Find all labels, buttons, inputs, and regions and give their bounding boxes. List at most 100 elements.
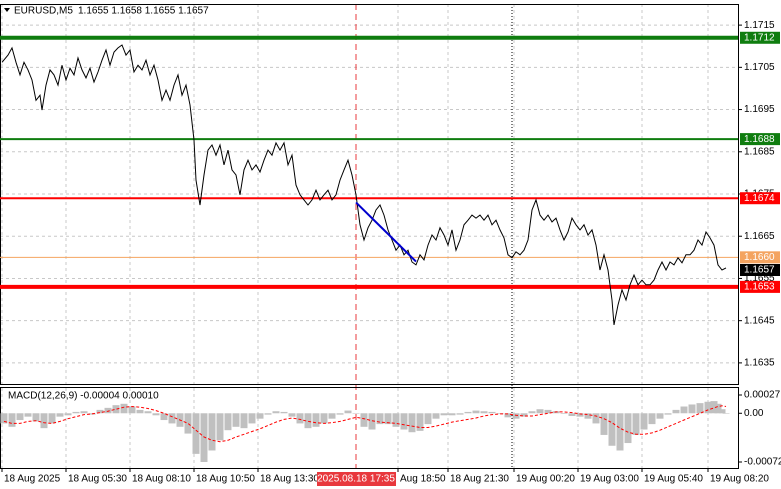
level-label: 1.1712 [744,32,775,43]
macd-bar [104,407,112,414]
cursor-label: 2025.08.18 17:35 [317,474,395,485]
macd-bar [680,406,688,414]
macd-bar [280,411,288,414]
macd-bar [696,403,704,414]
macd-bar [152,413,160,416]
macd-bar [718,409,726,414]
x-tick-label: Aug 18:50 [400,474,446,485]
macd-bar [704,401,712,414]
macd-bar [504,413,512,418]
macd-panel-frame [0,387,739,469]
macd-bar [456,413,464,415]
current-price-label: 1.1657 [744,265,775,276]
macd-bar [560,413,568,414]
macd-bar [424,413,432,425]
macd-bar [248,413,256,424]
y-tick-label: 1.1715 [744,20,775,31]
macd-bar [656,413,664,419]
level-label: 1.1688 [744,134,775,145]
level-label-bg [740,192,780,205]
macd-bar [640,413,648,430]
macd-bar [440,413,448,416]
macd-bar [688,404,696,414]
macd-bar [200,413,208,462]
macd-bar [714,403,722,414]
macd-bar [648,413,656,425]
macd-bar [360,413,368,427]
macd-bar [128,406,136,414]
macd-bar [232,413,240,427]
macd-bar [464,411,472,414]
macd-bar [8,413,16,427]
macd-bar [408,413,416,433]
macd-bar [96,409,104,414]
macd-bar [472,410,480,414]
macd-bar [312,413,320,427]
macd-bar [672,409,680,414]
y-tick-label: 1.1655 [744,273,775,284]
macd-bar [304,413,312,429]
macd-title: MACD(12,26,9) -0.00004 0.00010 [8,391,159,402]
signal-line [3,405,727,443]
macd-bar [722,413,730,414]
macd-bar [576,413,584,417]
under-layer [0,4,738,468]
macd-bar [192,413,200,454]
y-tick-label: 1.1665 [744,231,775,242]
macd-bar [328,413,336,419]
y-tick-label: 0.00027 [744,390,781,401]
macd-bar [352,413,360,414]
chart-subtitle: 1.1655 1.1658 1.1655 1.1657 [78,6,209,17]
x-tick-label: 18 Aug 10:50 [196,474,255,485]
macd-bar [344,410,352,414]
x-tick-label: 19 Aug 00:20 [516,474,575,485]
x-tick-label: 18 Aug 21:30 [450,474,509,485]
macd-bar [376,413,384,425]
macd-bar [120,403,128,414]
level-label: 1.1653 [744,282,775,293]
macd-bar [368,413,376,430]
macd-bar [536,409,544,414]
cursor-label-bg [317,472,396,486]
macd-bar [168,413,176,424]
level-label: 1.1660 [744,252,775,263]
macd-bar [592,413,600,424]
x-tick-label: 18 Aug 13:30 [260,474,319,485]
macd-bar [264,413,272,415]
macd-bar [496,413,504,414]
macd-bar [608,413,616,446]
level-label-bg [740,31,780,44]
y-tick-label: 1.1705 [744,62,775,73]
macd-bar [488,411,496,414]
price-line [1,44,727,325]
macd-bar [40,413,48,429]
macd-bar [584,413,592,419]
y-tick-label: 1.1635 [744,358,775,369]
macd-bar [208,413,216,451]
macd-bar [296,413,304,424]
macd-bar [384,413,392,425]
macd-bar [336,413,344,415]
macd-bar [664,413,672,415]
macd-bar [480,411,488,414]
macd-bar [256,413,264,419]
macd-bar [56,413,64,417]
chart-title: EURUSD,M5 [14,6,73,17]
y-tick-label: 0.00 [744,408,764,419]
macd-bar [320,413,328,424]
menu-icon[interactable] [4,8,10,12]
macd-bar [160,413,168,421]
macd-bar [112,405,120,414]
y-tick-label: -0.00072 [744,457,781,468]
level-label-bg [740,133,780,146]
level-label: 1.1674 [744,193,775,204]
macd-bar [520,413,528,417]
macd-bar [224,413,232,431]
macd-bar [624,413,632,444]
x-tick-label: 19 Aug 03:00 [580,474,639,485]
macd-bar [136,409,144,414]
macd-bar [432,413,440,419]
current-price-bg [740,264,780,276]
